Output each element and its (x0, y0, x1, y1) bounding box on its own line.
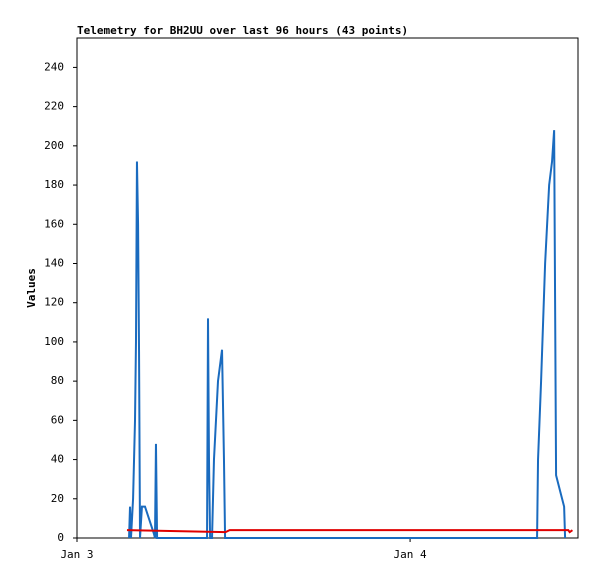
y-tick-label: 0 (57, 531, 64, 544)
y-tick-label: 60 (51, 413, 64, 426)
y-tick-label: 220 (44, 100, 64, 113)
y-tick-label: 200 (44, 139, 64, 152)
y-axis-label: Values (25, 268, 38, 308)
plot-frame (76, 37, 579, 539)
y-tick-label: 160 (44, 217, 64, 230)
y-tick-label: 80 (51, 374, 64, 387)
y-tick-label: 100 (44, 335, 64, 348)
y-tick-label: 180 (44, 178, 64, 191)
y-tick-label: 40 (51, 453, 64, 466)
y-tick-label: 120 (44, 296, 64, 309)
line-series (126, 529, 574, 534)
x-tick-label: Jan 4 (394, 548, 427, 561)
x-tick-label: Jan 3 (60, 548, 93, 561)
y-tick-label: 140 (44, 256, 64, 269)
y-tick-label: 20 (51, 492, 64, 505)
line-series (128, 130, 567, 539)
y-tick-label: 240 (44, 60, 64, 73)
chart-title: Telemetry for BH2UU over last 96 hours (… (77, 24, 408, 37)
